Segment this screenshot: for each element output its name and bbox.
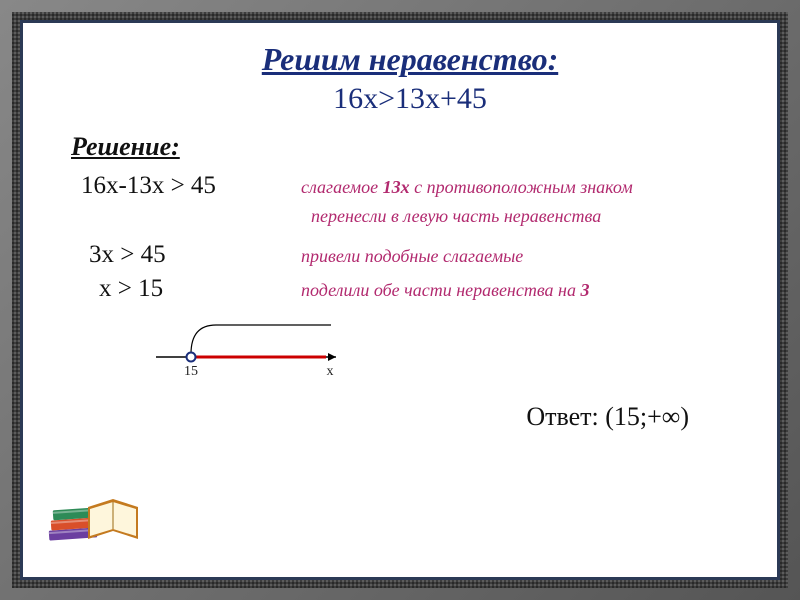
answer-value: (15;+∞): [605, 402, 689, 431]
svg-text:х: х: [327, 364, 334, 379]
number-line-svg: 15 х: [151, 315, 351, 385]
svg-text:15: 15: [184, 364, 198, 379]
solution-label: Решение:: [71, 132, 749, 162]
answer: Ответ: (15;+∞): [71, 402, 749, 432]
hatched-border: Решим неравенство: 16х>13х+45 Решение: 1…: [12, 12, 788, 588]
step-1: 16х-13х > 45 слагаемое 13х с противополо…: [71, 172, 749, 200]
step-2-math: 3х > 45: [71, 241, 301, 269]
step-3: х > 15 поделили обе части неравенства на…: [71, 275, 749, 303]
outer-frame: Решим неравенство: 16х>13х+45 Решение: 1…: [0, 0, 800, 600]
main-inequality: 16х>13х+45: [71, 82, 749, 116]
step-2-expl: привели подобные слагаемые: [301, 246, 523, 267]
slide-body: Решим неравенство: 16х>13х+45 Решение: 1…: [20, 20, 780, 580]
number-line: 15 х: [151, 315, 749, 390]
step-3-math: х > 15: [71, 275, 301, 303]
slide-title: Решим неравенство:: [71, 41, 749, 78]
step-1-expl-cont: перенесли в левую часть неравенства: [311, 206, 749, 227]
step-1-math: 16х-13х > 45: [71, 172, 301, 200]
answer-prefix: Ответ:: [526, 402, 605, 431]
books-decoration: [43, 479, 153, 559]
step-3-expl: поделили обе части неравенства на 3: [301, 280, 589, 301]
books-icon: [43, 479, 153, 554]
step-2: 3х > 45 привели подобные слагаемые: [71, 241, 749, 269]
step-1-expl: слагаемое 13х с противоположным знаком: [301, 177, 633, 198]
